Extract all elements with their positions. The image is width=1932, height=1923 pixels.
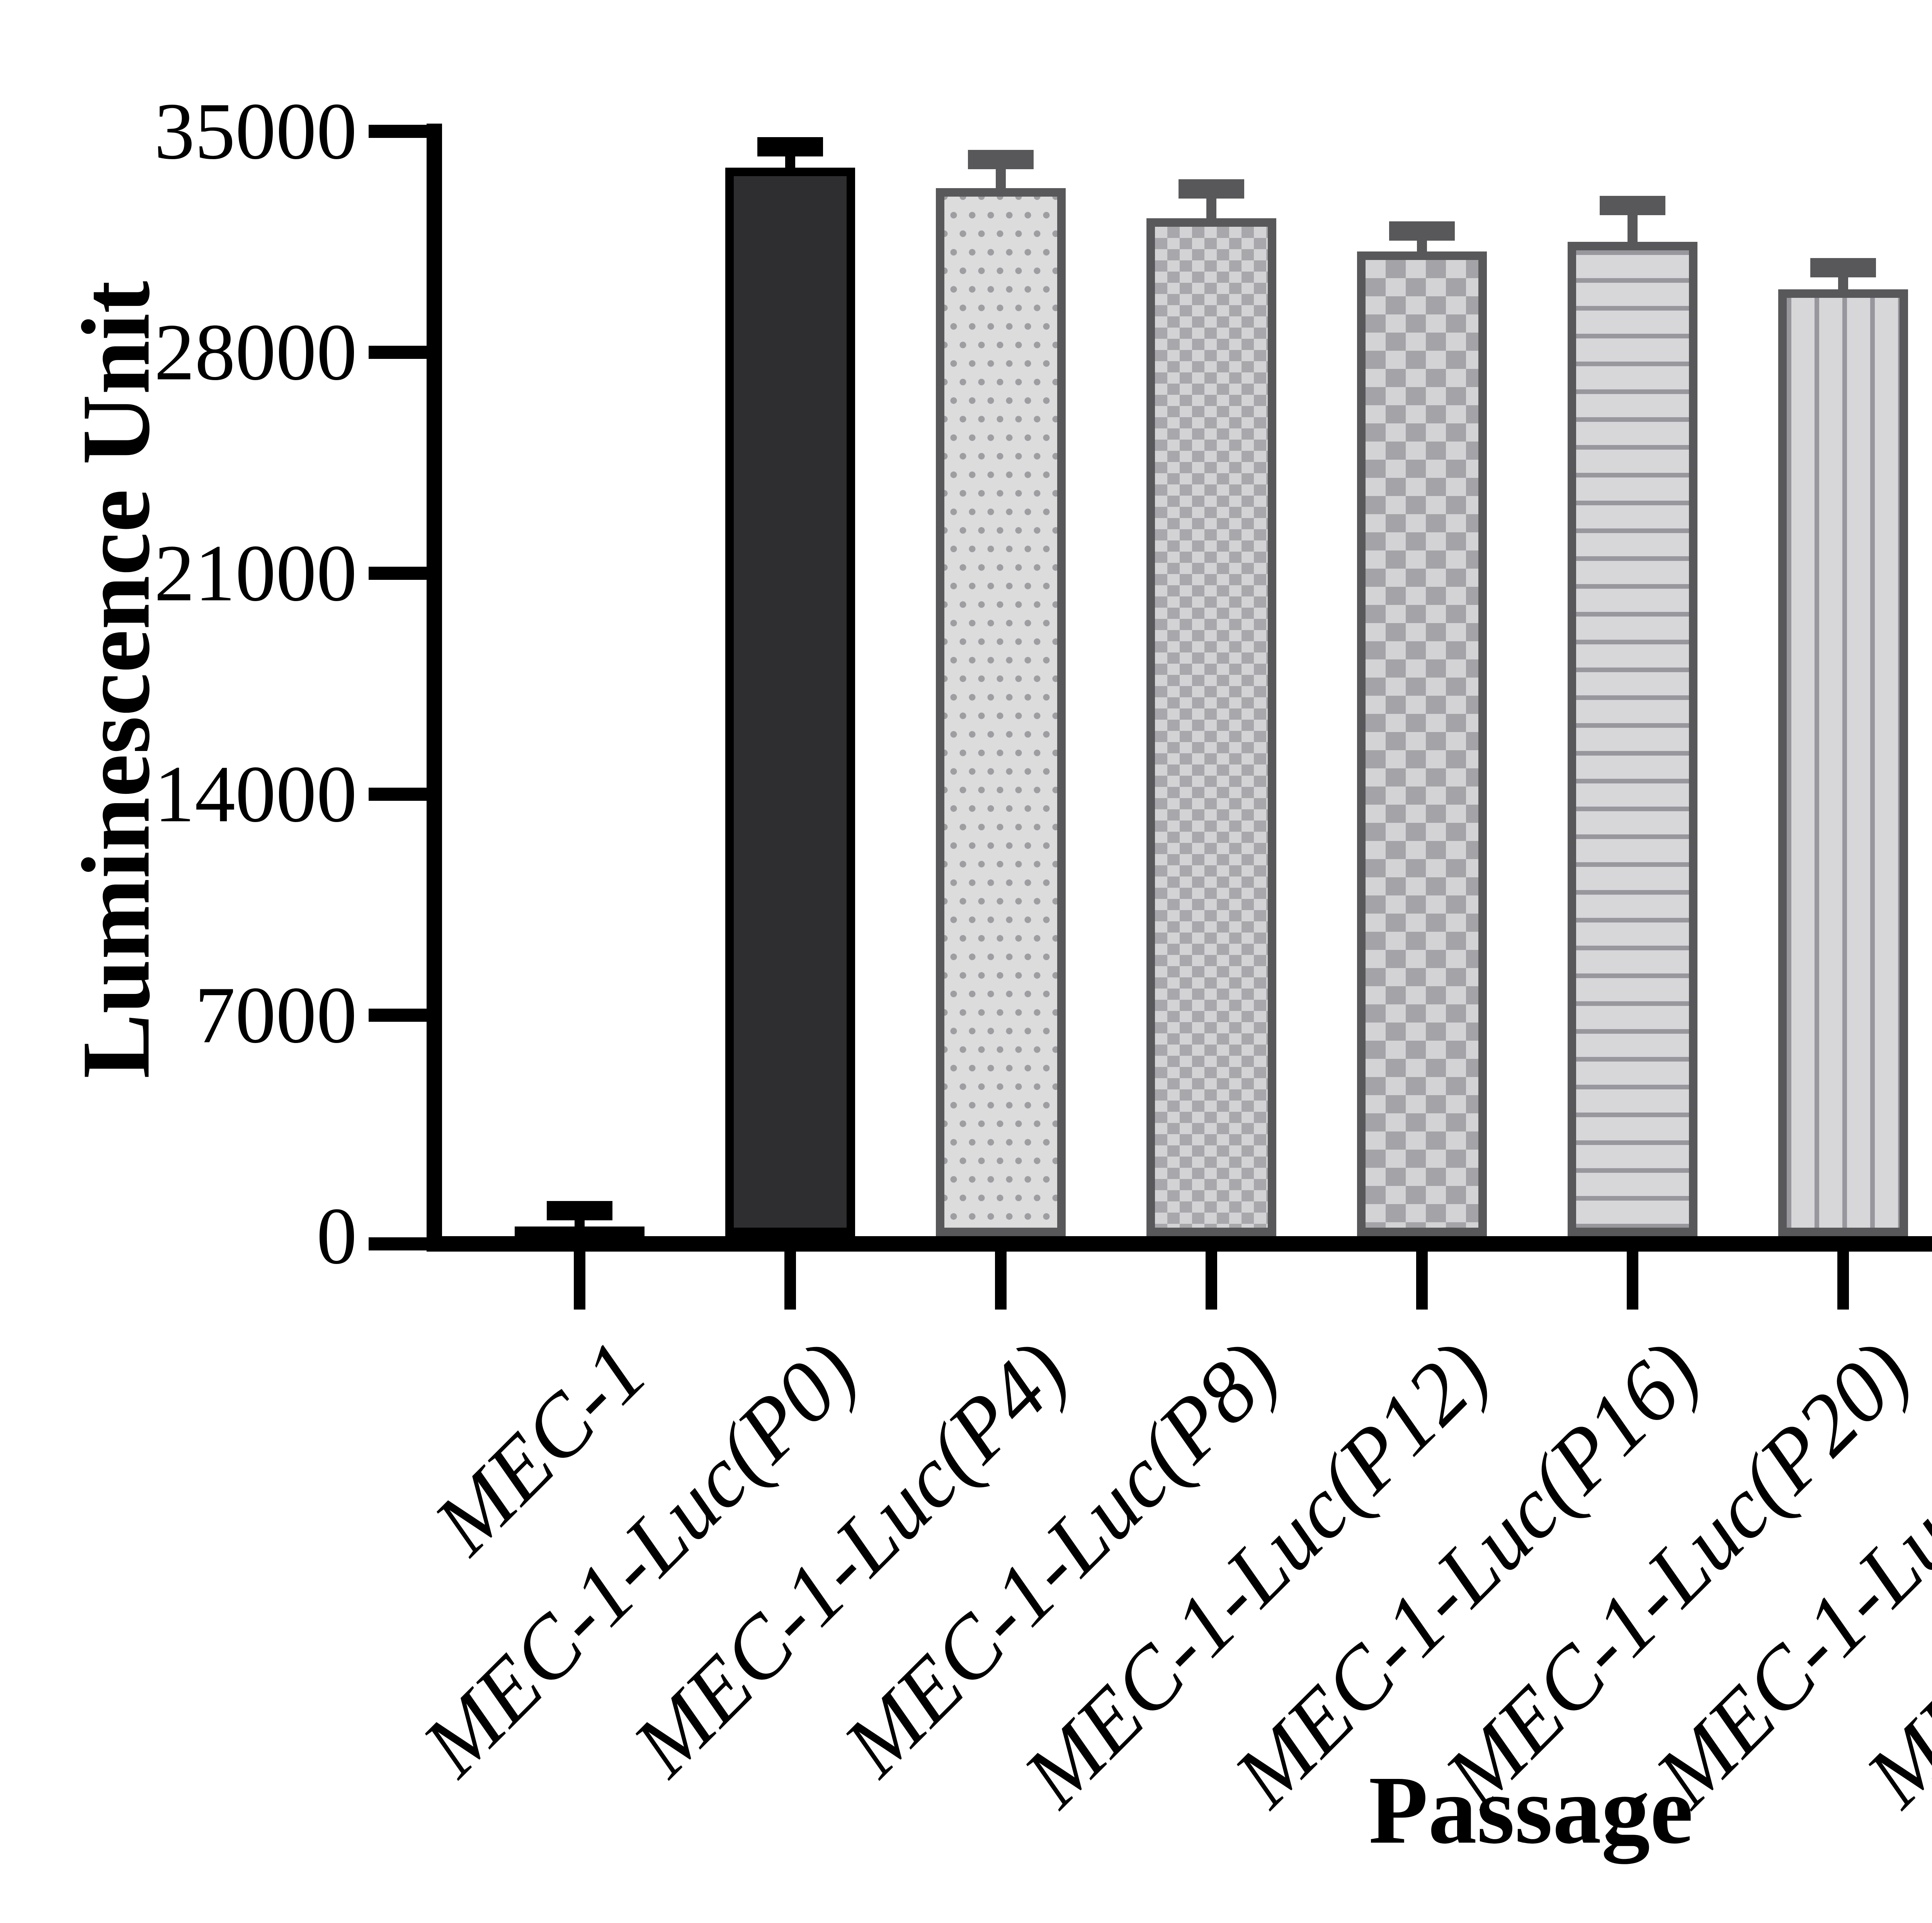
error-bar-cap (547, 1201, 612, 1221)
error-bar-cap (1389, 221, 1455, 241)
y-tick-35000 (369, 125, 427, 138)
x-tick-MEC-1-Luc(P20) (1837, 1252, 1849, 1310)
y-tick-0 (369, 1237, 427, 1250)
x-tick-MEC-1-Luc(P8) (1206, 1252, 1217, 1310)
y-axis-line (427, 124, 442, 1252)
y-tick-label: 7000 (195, 970, 357, 1060)
error-bar-cap (1179, 179, 1244, 199)
bar-MEC-1-Luc(P4) (936, 188, 1066, 1236)
x-axis-title: Passage (1369, 1756, 1693, 1864)
error-bar-cap (757, 137, 823, 157)
y-tick-7000 (369, 1009, 427, 1022)
error-bar-stem (785, 156, 795, 168)
bar-MEC-1-Luc(P0) (725, 167, 855, 1236)
x-tick-MEC-1 (574, 1252, 585, 1310)
error-bar-stem (1628, 215, 1638, 242)
y-tick-label: 35000 (154, 87, 357, 176)
y-axis-title: Luminescence Unit (61, 281, 170, 1079)
error-bar-stem (1838, 277, 1848, 289)
error-bar-stem (1206, 199, 1216, 218)
error-bar-cap (1600, 195, 1665, 215)
y-tick-14000 (369, 788, 427, 801)
bar-MEC-1-Luc(P12) (1357, 251, 1487, 1236)
y-tick-label: 28000 (154, 307, 357, 397)
error-bar-stem (575, 1220, 585, 1227)
x-tick-MEC-1-Luc(P4) (995, 1252, 1007, 1310)
y-tick-label: 0 (316, 1191, 357, 1281)
bar-MEC-1-Luc(P20) (1778, 289, 1908, 1236)
error-bar-cap (968, 150, 1034, 170)
bar-MEC-1-Luc(P8) (1146, 218, 1276, 1236)
x-tick-MEC-1-Luc(P16) (1627, 1252, 1638, 1310)
error-bar-cap (1810, 258, 1876, 277)
error-bar-stem (1417, 240, 1427, 251)
error-bar-stem (996, 169, 1006, 189)
bar-MEC-1-Luc(P16) (1568, 242, 1697, 1236)
y-tick-label: 14000 (154, 749, 357, 839)
y-tick-21000 (369, 567, 427, 580)
y-tick-label: 21000 (154, 528, 357, 618)
x-tick-MEC-1-Luc(P0) (784, 1252, 796, 1310)
x-axis-line (427, 1236, 1932, 1252)
x-tick-MEC-1-Luc(P12) (1416, 1252, 1428, 1310)
y-tick-28000 (369, 346, 427, 359)
